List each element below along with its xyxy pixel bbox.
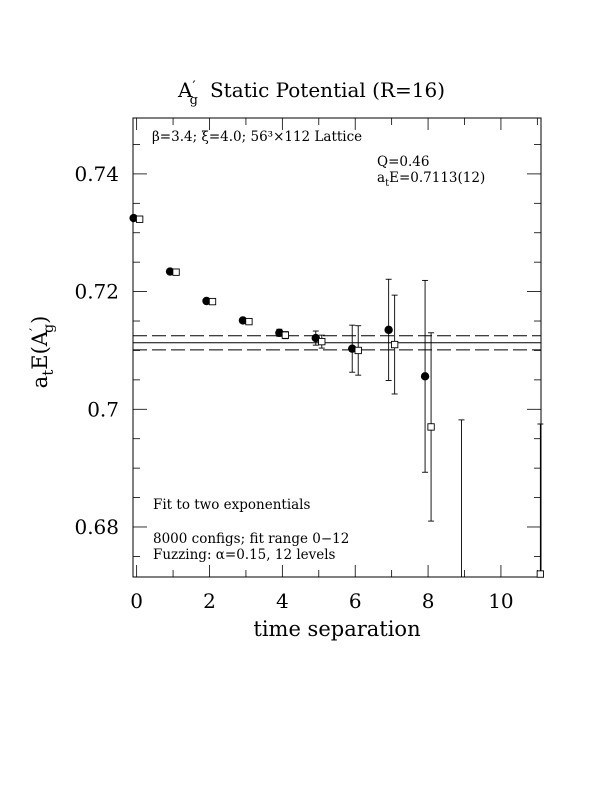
data-point-open	[318, 337, 326, 346]
x-tick-label: 8	[422, 589, 435, 613]
data-points	[129, 213, 545, 578]
x-axis-label: time separation	[253, 617, 420, 641]
y-tick-label: 0.74	[74, 162, 119, 186]
x-axis-ticks	[136, 118, 538, 577]
data-point-open	[281, 331, 290, 339]
data-point-open	[536, 570, 545, 578]
data-point-filled	[384, 325, 393, 335]
q-value-annotation: Q=0.46	[377, 154, 429, 170]
y-axis-tick-labels: 0.68 0.7 0.72 0.74	[74, 162, 119, 539]
x-axis-tick-labels: 0 2 4 6 8 10	[130, 589, 513, 613]
x-tick-label: 10	[488, 589, 513, 613]
data-point-filled	[165, 267, 175, 276]
data-point-filled	[129, 213, 138, 223]
data-point-open	[135, 215, 144, 223]
configs-annotation: 8000 configs; fit range 0−12	[153, 531, 349, 547]
fit-annotation: Fit to two exponentials	[153, 497, 311, 513]
data-point-filled	[348, 344, 357, 353]
y-tick-label: 0.7	[87, 397, 119, 421]
data-point-open	[427, 423, 435, 431]
data-point-filled	[238, 316, 248, 325]
fit-band	[133, 335, 541, 351]
y-tick-label: 0.68	[74, 515, 119, 539]
plot-frame	[132, 117, 542, 578]
data-point-filled	[275, 328, 284, 337]
y-tick-label: 0.72	[74, 280, 119, 304]
lattice-annotation: β=3.4; ξ=4.0; 56³×112 Lattice	[152, 129, 362, 145]
y-axis-label: atE(A′g)	[28, 316, 57, 389]
x-tick-label: 4	[276, 589, 289, 613]
data-point-filled	[311, 333, 320, 343]
data-point-open	[390, 340, 399, 349]
x-tick-label: 0	[130, 589, 143, 613]
fuzzing-annotation: Fuzzing: α=0.15, 12 levels	[153, 547, 336, 563]
energy-annotation: atE=0.7113(12)	[377, 170, 485, 189]
data-point-open	[354, 346, 362, 355]
data-point-filled	[202, 296, 211, 306]
data-point-open	[172, 268, 180, 276]
y-axis-ticks	[133, 144, 541, 557]
data-point-open	[208, 297, 217, 306]
chart-title: A′ g Static Potential (R=16)	[177, 78, 445, 108]
x-tick-label: 6	[349, 589, 362, 613]
data-point-filled	[420, 372, 430, 381]
x-tick-label: 2	[203, 589, 216, 613]
data-point-open	[245, 317, 253, 326]
